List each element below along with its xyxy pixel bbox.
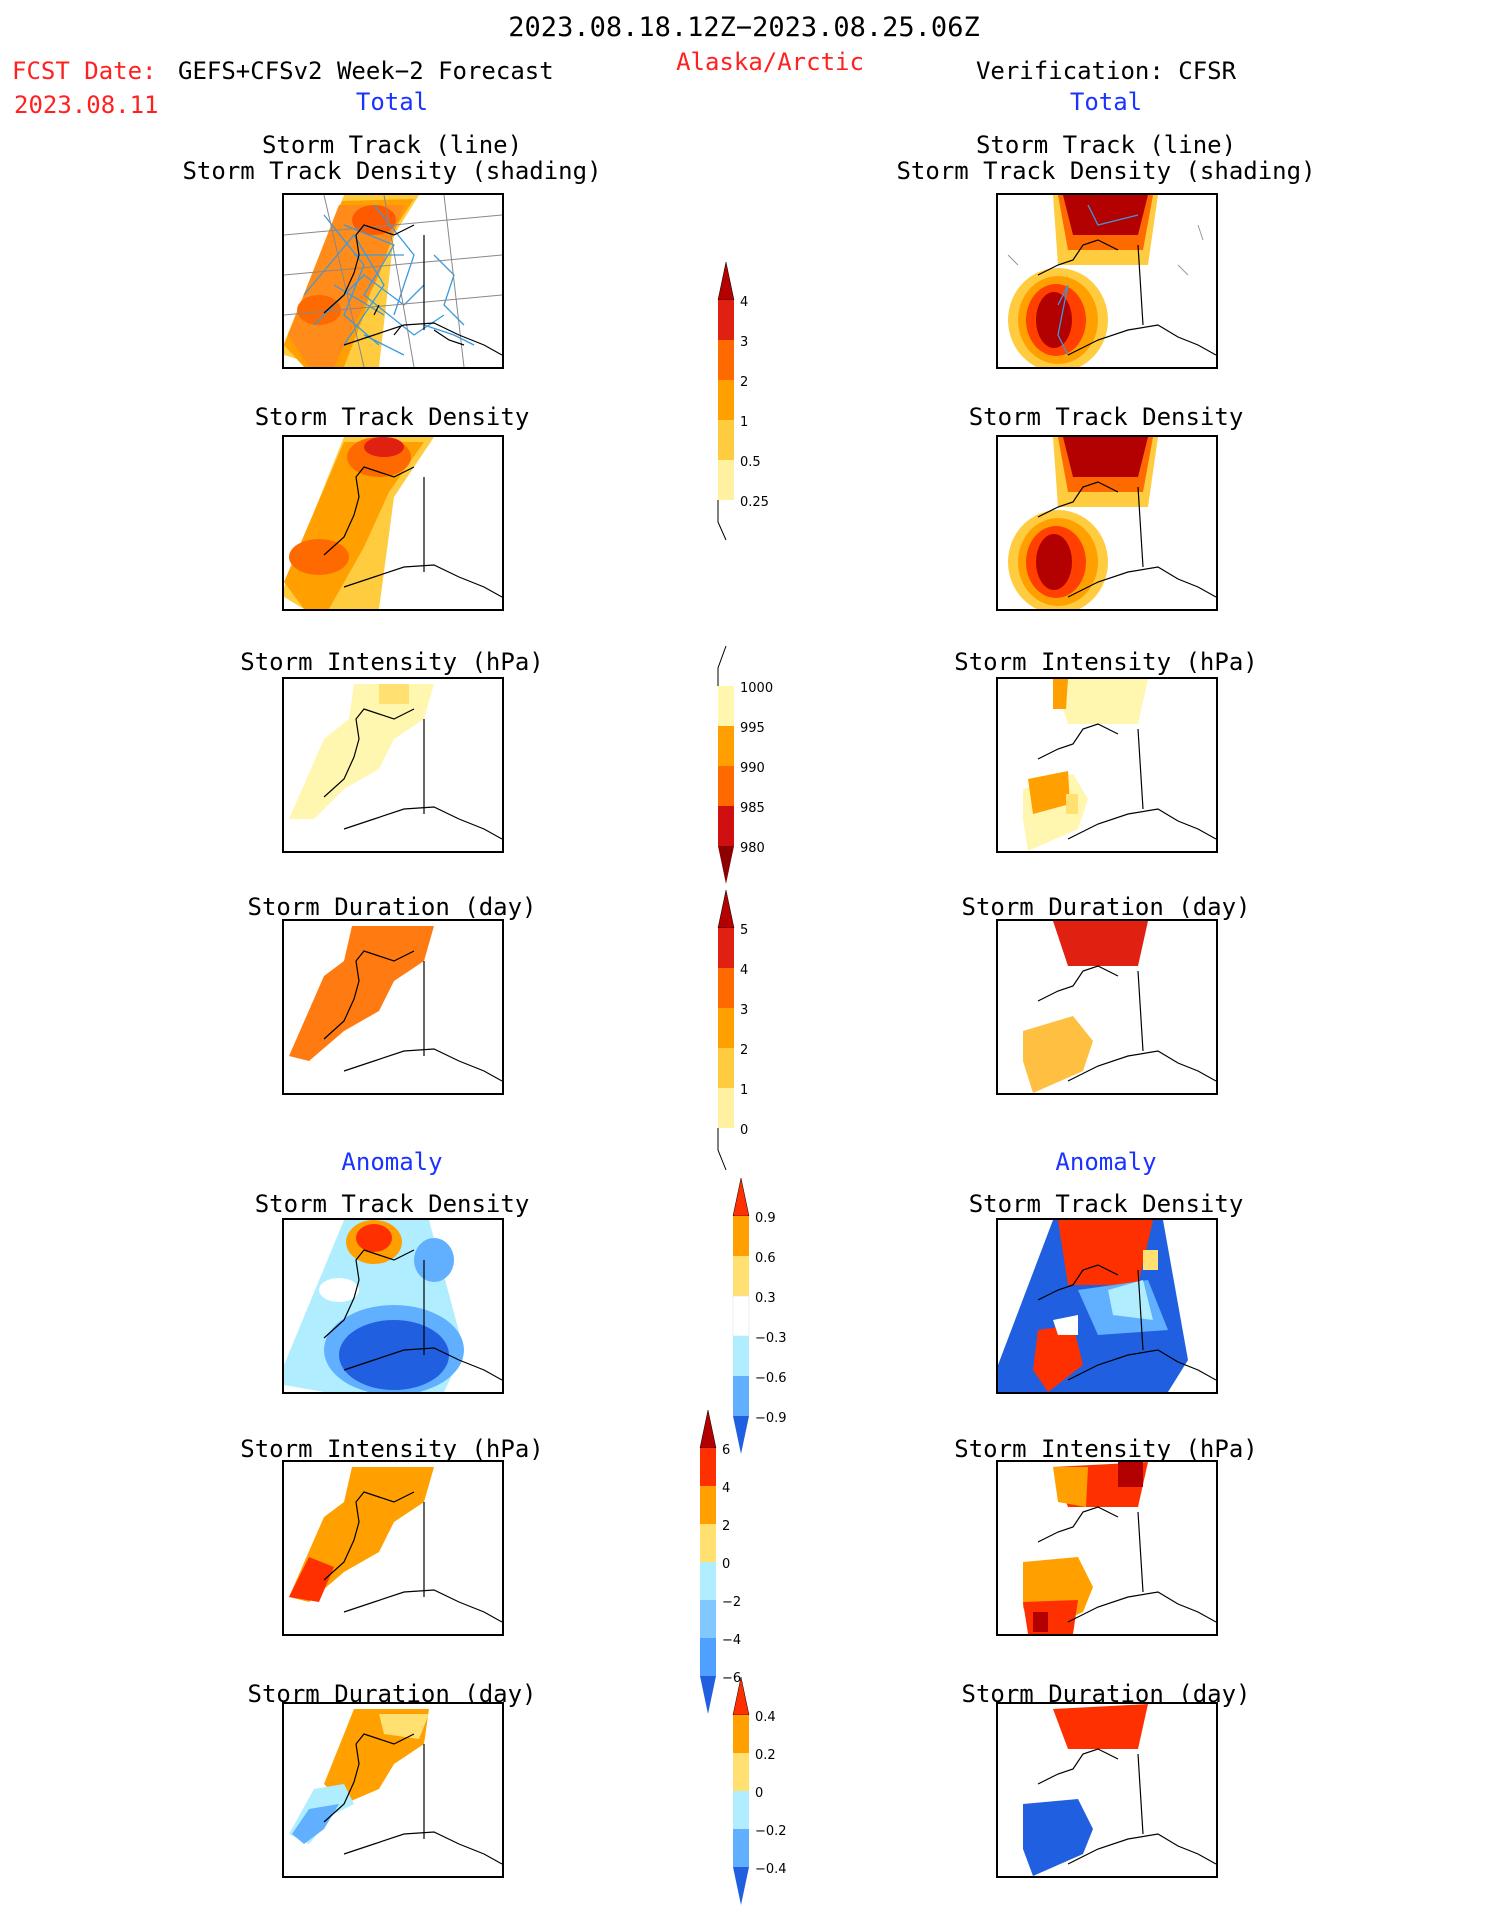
map-fcst-density-anom [282, 1218, 504, 1394]
cbar-dua-tick-1: 0.2 [755, 1748, 776, 1763]
map-obs-intensity-anom [996, 1460, 1218, 1636]
colorbar-duration-anom: 0.4 0.2 0 −0.2 −0.4 [732, 1676, 813, 1921]
colorbar-density-total: 4 3 2 1 0.5 0.25 [717, 261, 798, 556]
cbar-it-tick-2: 990 [740, 761, 765, 776]
cbar-dt-tick-4: 0.5 [740, 455, 761, 470]
cbar-da-tick-0: 0.9 [755, 1211, 776, 1226]
cbar-dut-tick-4: 1 [740, 1083, 748, 1098]
cbar-ia-tick-6: −6 [722, 1671, 741, 1686]
cbar-dut-tick-3: 2 [740, 1043, 748, 1058]
cbar-dut-tick-0: 5 [740, 923, 748, 938]
cbar-ia-tick-5: −4 [722, 1633, 741, 1648]
left-track-line-title: Storm Track (line) [261, 131, 523, 159]
right-track-line-title: Storm Track (line) [975, 131, 1237, 159]
map-obs-intensity [996, 677, 1218, 853]
right-track-shading-title: Storm Track Density (shading) [896, 157, 1316, 185]
fcst-date-label: FCST Date: [12, 57, 157, 85]
right-duration-title: Storm Duration (day) [961, 893, 1251, 921]
left-intensity-title: Storm Intensity (hPa) [240, 648, 544, 676]
cbar-ia-tick-3: 0 [722, 1557, 730, 1572]
cbar-dua-tick-4: −0.4 [755, 1862, 787, 1877]
map-fcst-intensity-anom [282, 1460, 504, 1636]
cbar-dua-tick-0: 0.4 [755, 1710, 776, 1725]
cbar-ia-tick-4: −2 [722, 1595, 741, 1610]
total-label-right: Total [1069, 88, 1143, 116]
cbar-dut-tick-1: 4 [740, 963, 748, 978]
cbar-dut-tick-5: 0 [740, 1123, 748, 1138]
cbar-da-tick-2: 0.3 [755, 1291, 776, 1306]
right-intensity-anom-title: Storm Intensity (hPa) [954, 1435, 1258, 1463]
cbar-it-tick-0: 1000 [740, 681, 773, 696]
total-label-left: Total [355, 88, 429, 116]
left-duration-title: Storm Duration (day) [247, 893, 537, 921]
colorbar-intensity-total: 1000 995 990 985 980 [717, 645, 798, 890]
cbar-dt-tick-1: 3 [740, 335, 748, 350]
cbar-it-tick-3: 985 [740, 801, 765, 816]
map-fcst-intensity [282, 677, 504, 853]
cbar-ia-tick-0: 6 [722, 1443, 730, 1458]
cbar-da-tick-5: −0.9 [755, 1411, 787, 1426]
cbar-dut-tick-2: 3 [740, 1003, 748, 1018]
cbar-it-tick-4: 980 [740, 841, 765, 856]
cbar-ia-tick-2: 2 [722, 1519, 730, 1534]
map-obs-track [996, 193, 1218, 369]
region-title: Alaska/Arctic [676, 48, 864, 76]
anomaly-label-left: Anomaly [341, 1148, 443, 1176]
cbar-dt-tick-0: 4 [740, 295, 748, 310]
cbar-da-tick-4: −0.6 [755, 1371, 787, 1386]
map-fcst-duration-anom [282, 1702, 504, 1878]
cbar-dua-tick-3: −0.2 [755, 1824, 787, 1839]
map-obs-duration [996, 919, 1218, 1095]
left-density-anom-title: Storm Track Density [254, 1190, 530, 1218]
cbar-dt-tick-2: 2 [740, 375, 748, 390]
colorbar-duration-total: 5 4 3 2 1 0 [717, 889, 798, 1184]
map-obs-density-anom [996, 1218, 1218, 1394]
cbar-da-tick-3: −0.3 [755, 1331, 787, 1346]
right-density-title: Storm Track Density [968, 403, 1244, 431]
map-obs-density [996, 435, 1218, 611]
right-intensity-title: Storm Intensity (hPa) [954, 648, 1258, 676]
cbar-ia-tick-1: 4 [722, 1481, 730, 1496]
left-track-shading-title: Storm Track Density (shading) [182, 157, 602, 185]
map-obs-duration-anom [996, 1702, 1218, 1878]
cbar-dt-tick-3: 1 [740, 415, 748, 430]
right-density-anom-title: Storm Track Density [968, 1190, 1244, 1218]
forecast-model-title: GEFS+CFSv2 Week−2 Forecast [178, 57, 554, 85]
map-fcst-density [282, 435, 504, 611]
left-density-title: Storm Track Density [254, 403, 530, 431]
colorbar-density-anom: 0.9 0.6 0.3 −0.3 −0.6 −0.9 [732, 1177, 813, 1462]
cbar-dt-tick-5: 0.25 [740, 495, 769, 510]
cbar-it-tick-1: 995 [740, 721, 765, 736]
forecast-period-title: 2023.08.18.12Z−2023.08.25.06Z [508, 12, 980, 43]
anomaly-label-right: Anomaly [1055, 1148, 1157, 1176]
map-fcst-duration [282, 919, 504, 1095]
cbar-da-tick-1: 0.6 [755, 1251, 776, 1266]
fcst-date-value: 2023.08.11 [14, 91, 159, 119]
left-intensity-anom-title: Storm Intensity (hPa) [240, 1435, 544, 1463]
verification-title: Verification: CFSR [975, 57, 1237, 85]
colorbar-intensity-anom: 6 4 2 0 −2 −4 −6 [699, 1409, 780, 1724]
cbar-dua-tick-2: 0 [755, 1786, 763, 1801]
map-fcst-track [282, 193, 504, 369]
